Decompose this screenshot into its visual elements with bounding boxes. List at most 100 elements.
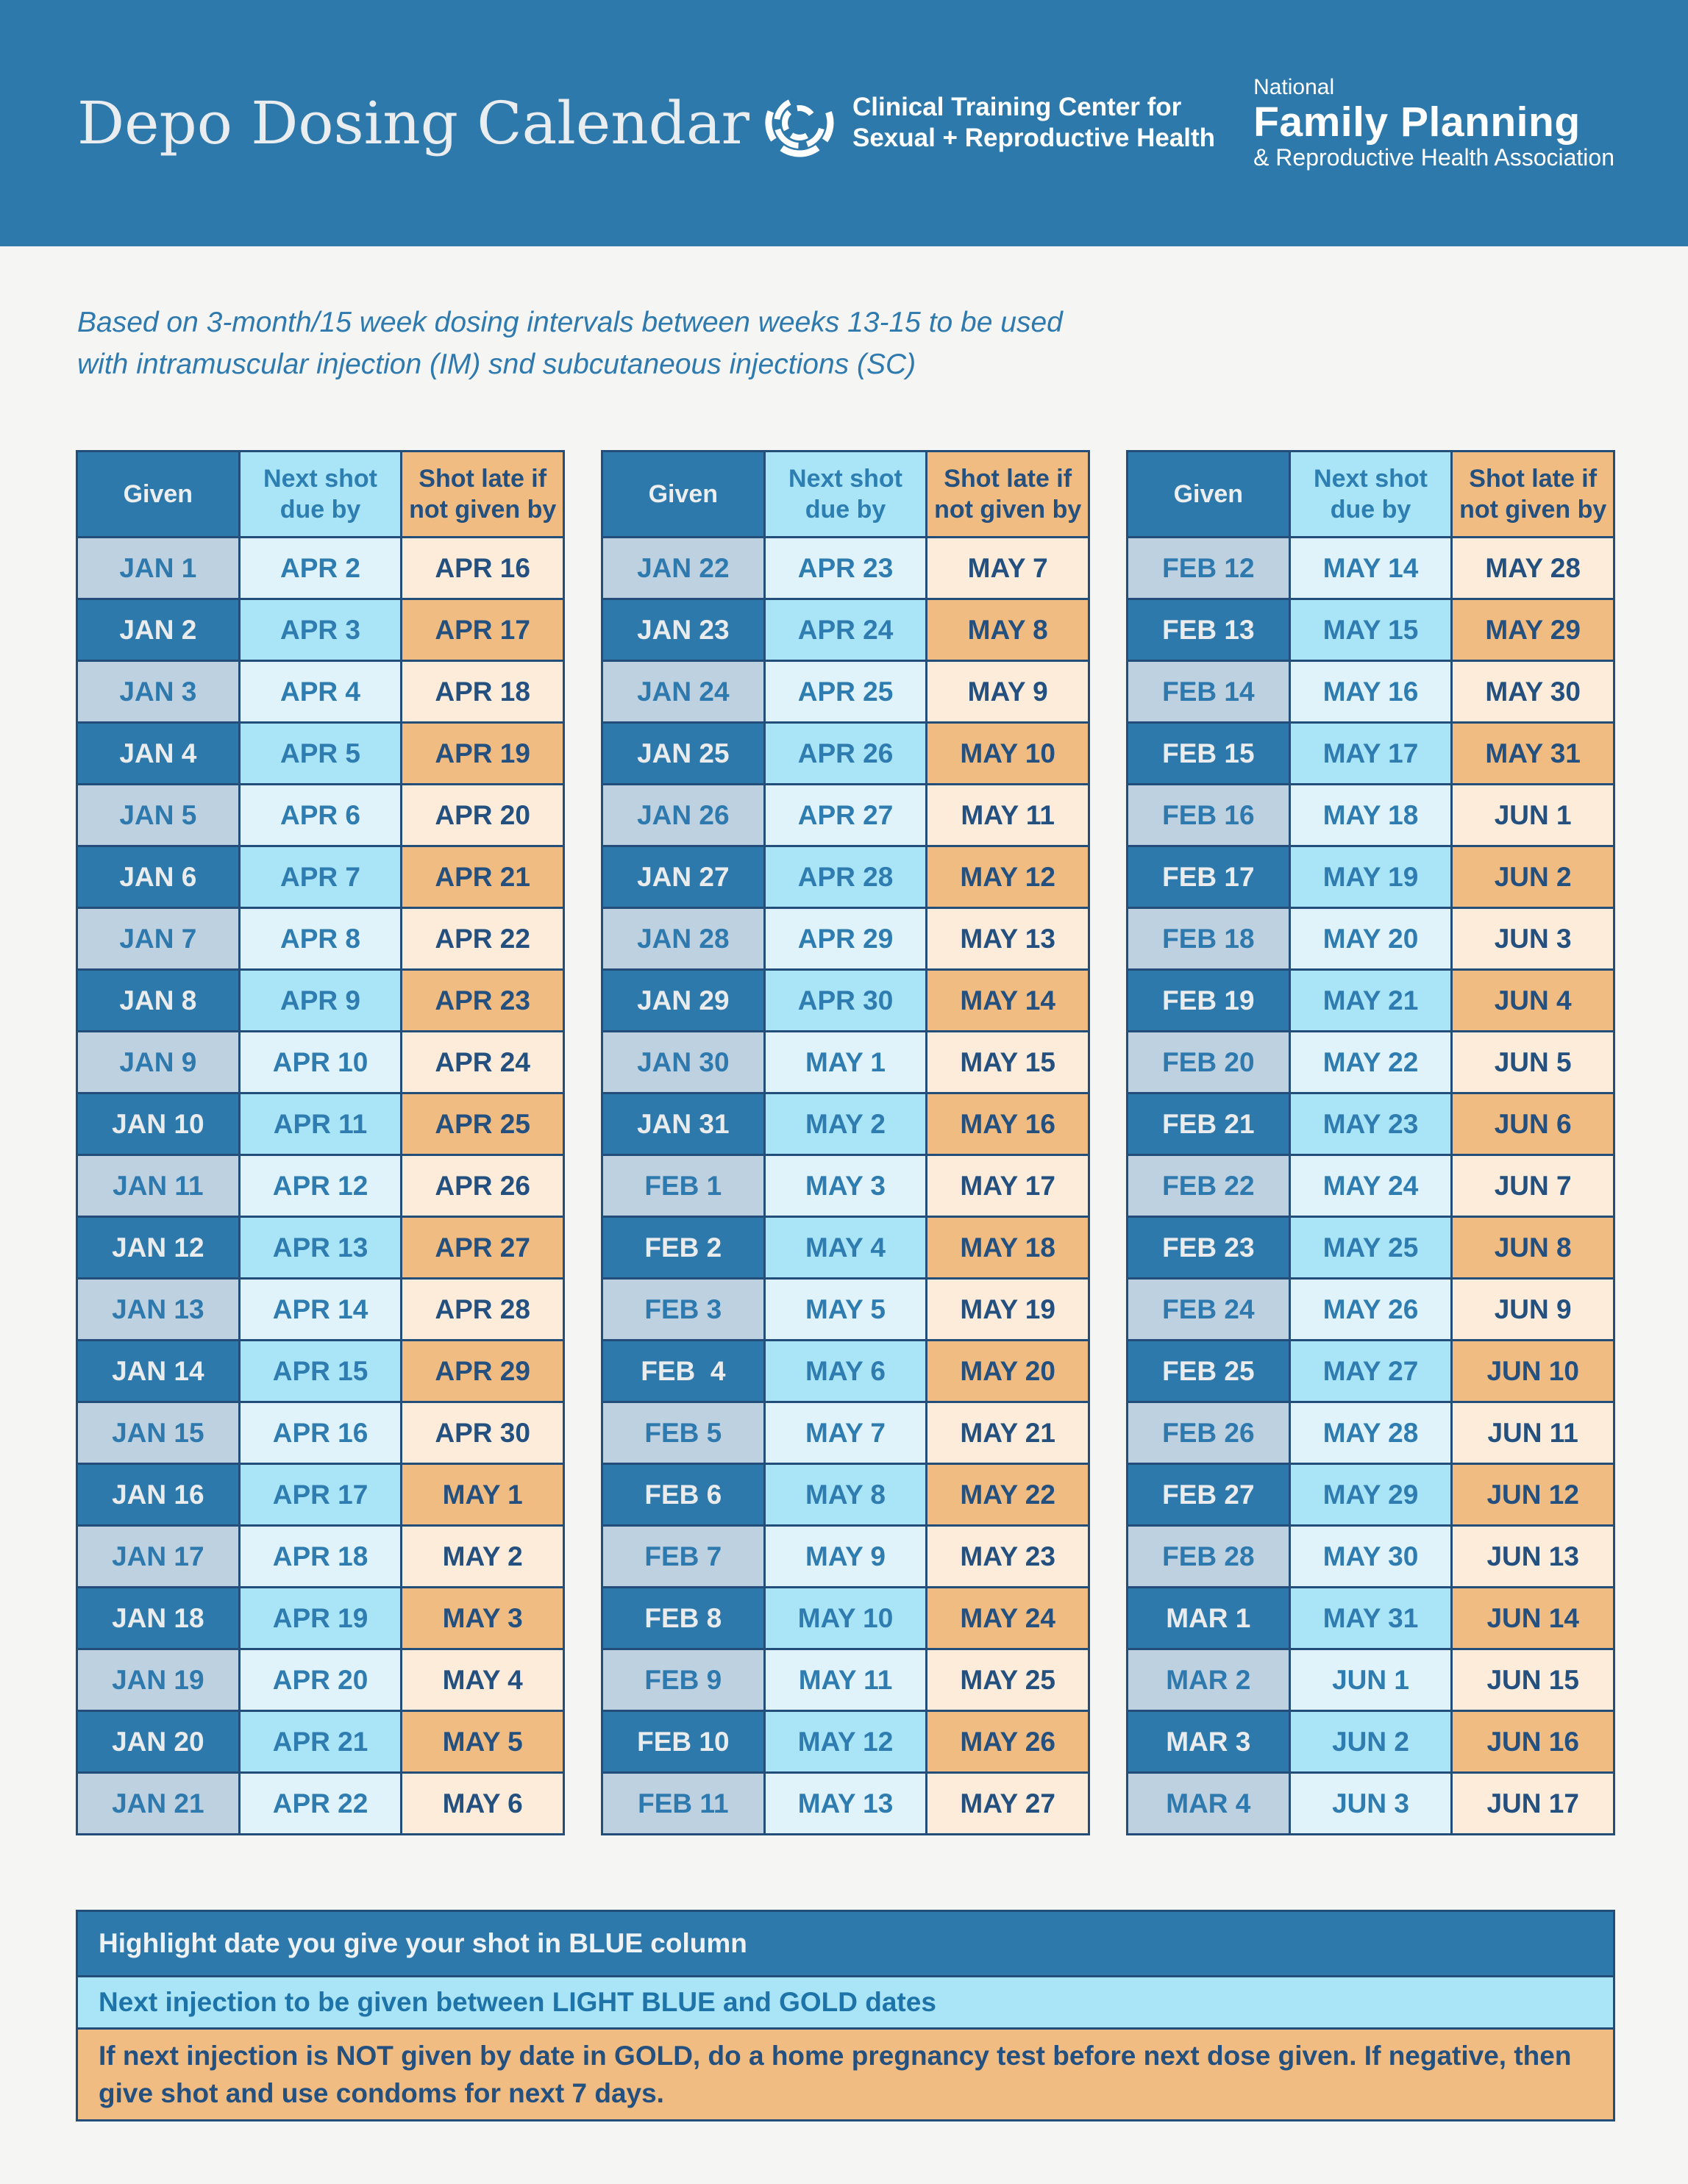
subtitle-line2: with intramuscular injection (IM) snd su… xyxy=(77,348,916,380)
given-date-cell: FEB 19 xyxy=(1128,971,1289,1031)
given-date-cell: FEB 21 xyxy=(1128,1094,1289,1155)
given-date-cell: JAN 7 xyxy=(78,909,238,969)
table-row: JAN 29 APR 30 MAY 14 xyxy=(603,971,1089,1031)
ctc-logo: Clinical Training Center for Sexual + Re… xyxy=(763,86,1215,160)
late-date-cell: MAY 14 xyxy=(927,971,1089,1031)
given-date-cell: JAN 27 xyxy=(603,847,763,907)
table-row: JAN 3 APR 4 APR 18 xyxy=(78,662,563,722)
next-date-cell: MAY 12 xyxy=(765,1712,926,1772)
given-date-cell: MAR 3 xyxy=(1128,1712,1289,1772)
late-date-cell: APR 21 xyxy=(402,847,563,907)
table-row: FEB 16 MAY 18 JUN 1 xyxy=(1128,785,1614,846)
given-date-cell: JAN 8 xyxy=(78,971,238,1031)
table-row: JAN 14 APR 15 APR 29 xyxy=(78,1341,563,1402)
next-date-cell: APR 16 xyxy=(240,1403,401,1463)
given-date-cell: JAN 12 xyxy=(78,1218,238,1278)
next-date-cell: APR 28 xyxy=(765,847,926,907)
table-row: JAN 16 APR 17 MAY 1 xyxy=(78,1465,563,1525)
table-row: FEB 23 MAY 25 JUN 8 xyxy=(1128,1218,1614,1278)
column-header-shot-late: Shot late if not given by xyxy=(927,452,1089,537)
next-date-cell: APR 22 xyxy=(240,1774,401,1834)
table-row: JAN 11 APR 12 APR 26 xyxy=(78,1156,563,1216)
late-date-cell: MAY 16 xyxy=(927,1094,1089,1155)
late-date-cell: APR 17 xyxy=(402,600,563,660)
late-date-cell: APR 30 xyxy=(402,1403,563,1463)
table-row: FEB 28 MAY 30 JUN 13 xyxy=(1128,1527,1614,1587)
ctc-logo-line2: Sexual + Reproductive Health xyxy=(852,124,1216,153)
next-date-cell: MAY 28 xyxy=(1290,1403,1451,1463)
given-date-cell: MAR 1 xyxy=(1128,1588,1289,1649)
next-date-cell: APR 26 xyxy=(765,724,926,784)
given-date-cell: FEB 1 xyxy=(603,1156,763,1216)
column-header-given: Given xyxy=(603,452,763,537)
late-date-cell: MAY 4 xyxy=(402,1650,563,1710)
page-title: Depo Dosing Calendar xyxy=(77,89,749,157)
late-date-cell: APR 18 xyxy=(402,662,563,722)
next-date-cell: APR 19 xyxy=(240,1588,401,1649)
table-row: JAN 4 APR 5 APR 19 xyxy=(78,724,563,784)
given-date-cell: FEB 15 xyxy=(1128,724,1289,784)
given-date-cell: FEB 16 xyxy=(1128,785,1289,846)
table-row: MAR 3 JUN 2 JUN 16 xyxy=(1128,1712,1614,1772)
late-date-cell: MAY 21 xyxy=(927,1403,1089,1463)
next-date-cell: MAY 18 xyxy=(1290,785,1451,846)
next-date-cell: APR 13 xyxy=(240,1218,401,1278)
next-date-cell: APR 18 xyxy=(240,1527,401,1587)
dosing-table-1: Given Next shot due by Shot late if not … xyxy=(76,450,565,1836)
next-date-cell: MAY 7 xyxy=(765,1403,926,1463)
given-date-cell: JAN 9 xyxy=(78,1032,238,1093)
column-header-next-shot: Next shot due by xyxy=(240,452,401,537)
table-row: JAN 20 APR 21 MAY 5 xyxy=(78,1712,563,1772)
next-date-cell: MAY 1 xyxy=(765,1032,926,1093)
given-date-cell: FEB 6 xyxy=(603,1465,763,1525)
table-row: FEB 8 MAY 10 MAY 24 xyxy=(603,1588,1089,1649)
late-date-cell: MAY 7 xyxy=(927,538,1089,599)
nfprha-logo-line2: Family Planning xyxy=(1253,98,1581,146)
next-date-cell: MAY 5 xyxy=(765,1280,926,1340)
table-row: FEB 11 MAY 13 MAY 27 xyxy=(603,1774,1089,1834)
legend: Highlight date you give your shot in BLU… xyxy=(76,1910,1615,2122)
next-date-cell: APR 20 xyxy=(240,1650,401,1710)
given-date-cell: FEB 13 xyxy=(1128,600,1289,660)
late-date-cell: APR 22 xyxy=(402,909,563,969)
next-date-cell: APR 6 xyxy=(240,785,401,846)
table-row: MAR 1 MAY 31 JUN 14 xyxy=(1128,1588,1614,1649)
next-date-cell: APR 27 xyxy=(765,785,926,846)
subtitle-line1: Based on 3-month/15 week dosing interval… xyxy=(77,307,1063,338)
late-date-cell: JUN 3 xyxy=(1453,909,1614,969)
given-date-cell: JAN 20 xyxy=(78,1712,238,1772)
late-date-cell: MAY 20 xyxy=(927,1341,1089,1402)
late-date-cell: MAY 26 xyxy=(927,1712,1089,1772)
late-date-cell: MAY 12 xyxy=(927,847,1089,907)
next-date-cell: APR 2 xyxy=(240,538,401,599)
table-row: FEB 19 MAY 21 JUN 4 xyxy=(1128,971,1614,1031)
dosing-tables: Given Next shot due by Shot late if not … xyxy=(76,450,1615,1836)
table-row: FEB 22 MAY 24 JUN 7 xyxy=(1128,1156,1614,1216)
header-band: Depo Dosing Calendar Clinical Training C… xyxy=(0,0,1688,246)
table-header-row: Given Next shot due by Shot late if not … xyxy=(78,452,563,537)
next-date-cell: APR 5 xyxy=(240,724,401,784)
given-date-cell: FEB 10 xyxy=(603,1712,763,1772)
late-date-cell: JUN 2 xyxy=(1453,847,1614,907)
table-row: FEB 21 MAY 23 JUN 6 xyxy=(1128,1094,1614,1155)
late-date-cell: JUN 1 xyxy=(1453,785,1614,846)
table-header-row: Given Next shot due by Shot late if not … xyxy=(603,452,1089,537)
table-row: MAR 2 JUN 1 JUN 15 xyxy=(1128,1650,1614,1710)
dosing-table-2: Given Next shot due by Shot late if not … xyxy=(601,450,1090,1836)
next-date-cell: MAY 16 xyxy=(1290,662,1451,722)
given-date-cell: JAN 24 xyxy=(603,662,763,722)
column-header-given: Given xyxy=(1128,452,1289,537)
late-date-cell: MAY 24 xyxy=(927,1588,1089,1649)
next-date-cell: MAY 13 xyxy=(765,1774,926,1834)
table-row: FEB 26 MAY 28 JUN 11 xyxy=(1128,1403,1614,1463)
table-row: FEB 1 MAY 3 MAY 17 xyxy=(603,1156,1089,1216)
given-date-cell: JAN 15 xyxy=(78,1403,238,1463)
table-row: JAN 19 APR 20 MAY 4 xyxy=(78,1650,563,1710)
next-date-cell: MAY 17 xyxy=(1290,724,1451,784)
late-date-cell: MAY 13 xyxy=(927,909,1089,969)
given-date-cell: FEB 9 xyxy=(603,1650,763,1710)
table-row: FEB 5 MAY 7 MAY 21 xyxy=(603,1403,1089,1463)
given-date-cell: FEB 3 xyxy=(603,1280,763,1340)
table-row: JAN 1 APR 2 APR 16 xyxy=(78,538,563,599)
next-date-cell: APR 4 xyxy=(240,662,401,722)
